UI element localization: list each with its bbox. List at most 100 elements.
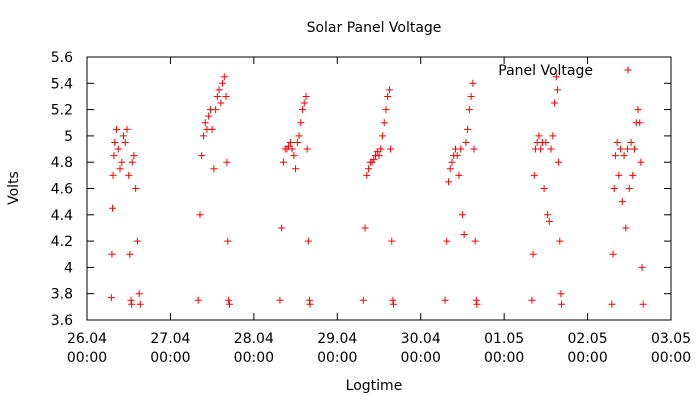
x-tick-label: 26.04 00:00 — [67, 331, 107, 366]
data-point — [380, 119, 388, 127]
y-tick-label: 5.4 — [51, 76, 73, 92]
data-point — [553, 86, 561, 94]
data-point — [276, 296, 284, 304]
x-tick-time: 00:00 — [67, 350, 107, 366]
data-point — [118, 158, 126, 166]
x-tick-date: 27.04 — [150, 331, 190, 347]
data-point — [542, 138, 550, 146]
data-point — [299, 106, 307, 114]
data-point — [471, 237, 479, 245]
x-tick-date: 28.04 — [234, 331, 274, 347]
data-point — [555, 158, 563, 166]
data-point — [617, 145, 625, 153]
y-tick-label: 4 — [64, 260, 73, 276]
data-point — [226, 300, 234, 308]
data-point — [557, 290, 565, 298]
data-point — [375, 152, 383, 160]
x-tick-date: 02.05 — [568, 331, 608, 347]
data-point — [378, 132, 386, 140]
x-tick-label: 01.05 00:00 — [484, 331, 524, 366]
data-point — [469, 79, 477, 87]
data-point — [198, 152, 206, 160]
data-point — [201, 119, 209, 127]
data-point — [292, 165, 300, 173]
data-point — [625, 185, 633, 192]
data-point — [627, 138, 635, 146]
data-point — [467, 92, 475, 100]
data-point — [224, 237, 232, 245]
x-tick-time: 00:00 — [150, 350, 190, 366]
data-point — [199, 132, 207, 140]
data-point — [462, 138, 470, 146]
data-point — [618, 198, 626, 206]
data-point — [540, 185, 548, 192]
data-point — [465, 106, 473, 114]
data-point — [363, 171, 371, 179]
x-tick-time: 00:00 — [651, 350, 691, 366]
y-tick-label: 4.2 — [51, 234, 73, 250]
data-point — [446, 165, 454, 173]
data-point — [638, 263, 646, 271]
chart-title: Solar Panel Voltage — [307, 20, 442, 36]
data-point — [620, 152, 628, 160]
y-tick-label: 4.6 — [51, 182, 73, 198]
data-point — [448, 158, 456, 166]
data-point — [212, 106, 220, 114]
data-point — [472, 296, 480, 304]
data-point — [220, 73, 228, 81]
data-point — [306, 300, 314, 308]
data-point — [126, 250, 134, 258]
x-tick-time: 00:00 — [234, 350, 274, 366]
data-point — [613, 138, 621, 146]
data-point — [545, 217, 553, 225]
data-point — [194, 296, 202, 304]
y-tick-label: 5 — [64, 129, 73, 145]
data-point — [130, 152, 138, 160]
x-tick-label: 03.05 00:00 — [651, 331, 691, 366]
data-point — [213, 92, 221, 100]
data-point — [608, 300, 616, 308]
data-point — [544, 211, 552, 219]
data-point — [128, 300, 136, 308]
data-point — [622, 224, 630, 232]
data-point — [288, 145, 296, 153]
data-point — [615, 171, 623, 179]
x-tick-date: 30.04 — [401, 331, 441, 347]
data-point — [389, 300, 397, 308]
data-point — [133, 237, 141, 245]
data-point — [290, 152, 298, 160]
data-point — [108, 204, 116, 212]
y-tick-label: 3.8 — [51, 287, 73, 303]
data-point — [636, 119, 644, 127]
data-point — [295, 132, 303, 140]
x-tick-time: 00:00 — [484, 350, 524, 366]
x-tick-date: 01.05 — [484, 331, 524, 347]
data-point — [624, 145, 632, 153]
data-point — [210, 165, 218, 173]
data-point — [125, 171, 133, 179]
data-point — [445, 178, 453, 186]
data-point — [132, 185, 140, 192]
y-tick-label: 3.6 — [51, 313, 73, 329]
data-point — [458, 211, 466, 219]
data-point — [208, 125, 216, 133]
x-tick-label: 02.05 00:00 — [567, 331, 607, 366]
data-point — [385, 86, 393, 94]
data-point — [529, 250, 537, 258]
x-tick-time: 00:00 — [317, 350, 357, 366]
y-tick-label: 5.2 — [51, 103, 73, 119]
data-point — [108, 250, 116, 258]
data-point — [109, 171, 117, 179]
x-tick-label: 30.04 00:00 — [401, 331, 441, 366]
data-point — [528, 296, 536, 304]
data-point — [107, 294, 115, 302]
data-point — [279, 158, 287, 166]
data-point — [537, 145, 545, 153]
data-point — [359, 296, 367, 304]
data-point — [470, 145, 478, 153]
data-point — [631, 145, 638, 153]
data-point — [196, 211, 204, 219]
data-point — [455, 171, 463, 179]
legend-label: Panel Voltage — [498, 63, 593, 79]
